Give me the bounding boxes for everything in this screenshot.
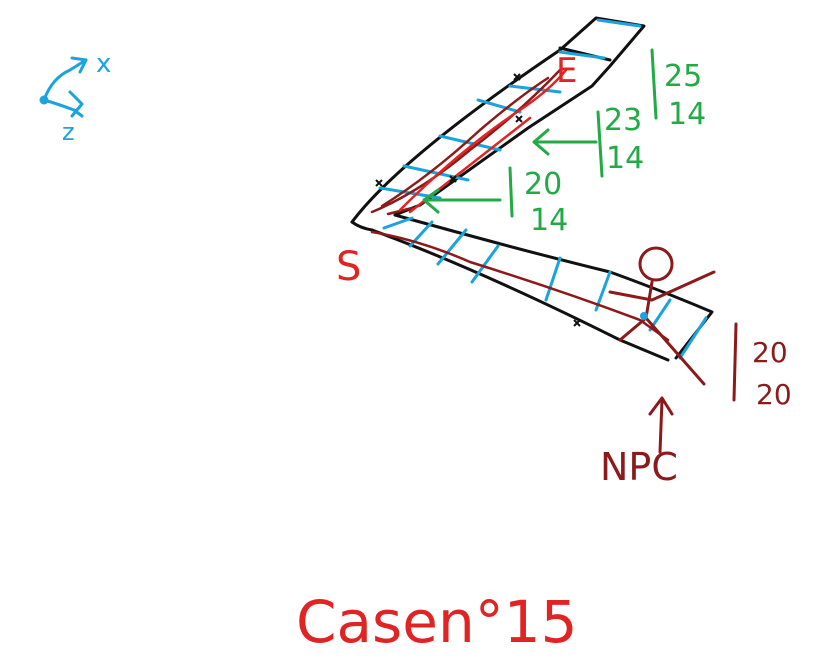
npc-head [638, 246, 674, 282]
dim-1-top: 25 [664, 59, 702, 94]
dim-3-top: 20 [524, 167, 562, 202]
end-label: E [556, 51, 577, 91]
npc-arrow [648, 396, 674, 454]
bracket-1 [650, 48, 658, 120]
axis-x-label: x [96, 49, 111, 79]
axis-z-label: z [62, 118, 75, 146]
dim-3-bottom: 14 [530, 203, 568, 238]
dimension-brackets [422, 48, 658, 218]
walk-path [370, 68, 670, 342]
npc-figure [608, 246, 716, 386]
axis-origin [39, 95, 49, 105]
npc-label: NPC [600, 445, 678, 489]
axis-z-arrow [42, 98, 84, 118]
npc-dim-top: 20 [752, 336, 788, 369]
npc-bracket [732, 322, 738, 402]
arrow-3 [422, 188, 502, 214]
bracket-2 [596, 110, 604, 178]
bracket-3 [508, 166, 514, 218]
path-markers [375, 73, 581, 327]
npc-arms [608, 270, 716, 302]
npc-dot [640, 312, 648, 320]
dim-2-top: 23 [604, 103, 642, 138]
axis-z-arrowhead [68, 90, 84, 118]
axis-gizmo [39, 56, 88, 118]
start-label: S [336, 244, 361, 290]
dim-2-bottom: 14 [606, 141, 644, 176]
caption: Casen°15 [296, 588, 578, 656]
axis-x-arrow [42, 58, 88, 102]
npc-legs [618, 316, 706, 386]
arrow-2 [532, 128, 598, 156]
axis-x-arrowhead [70, 56, 88, 74]
dim-1-bottom: 14 [668, 97, 706, 132]
npc-dim-bottom: 20 [756, 378, 792, 411]
